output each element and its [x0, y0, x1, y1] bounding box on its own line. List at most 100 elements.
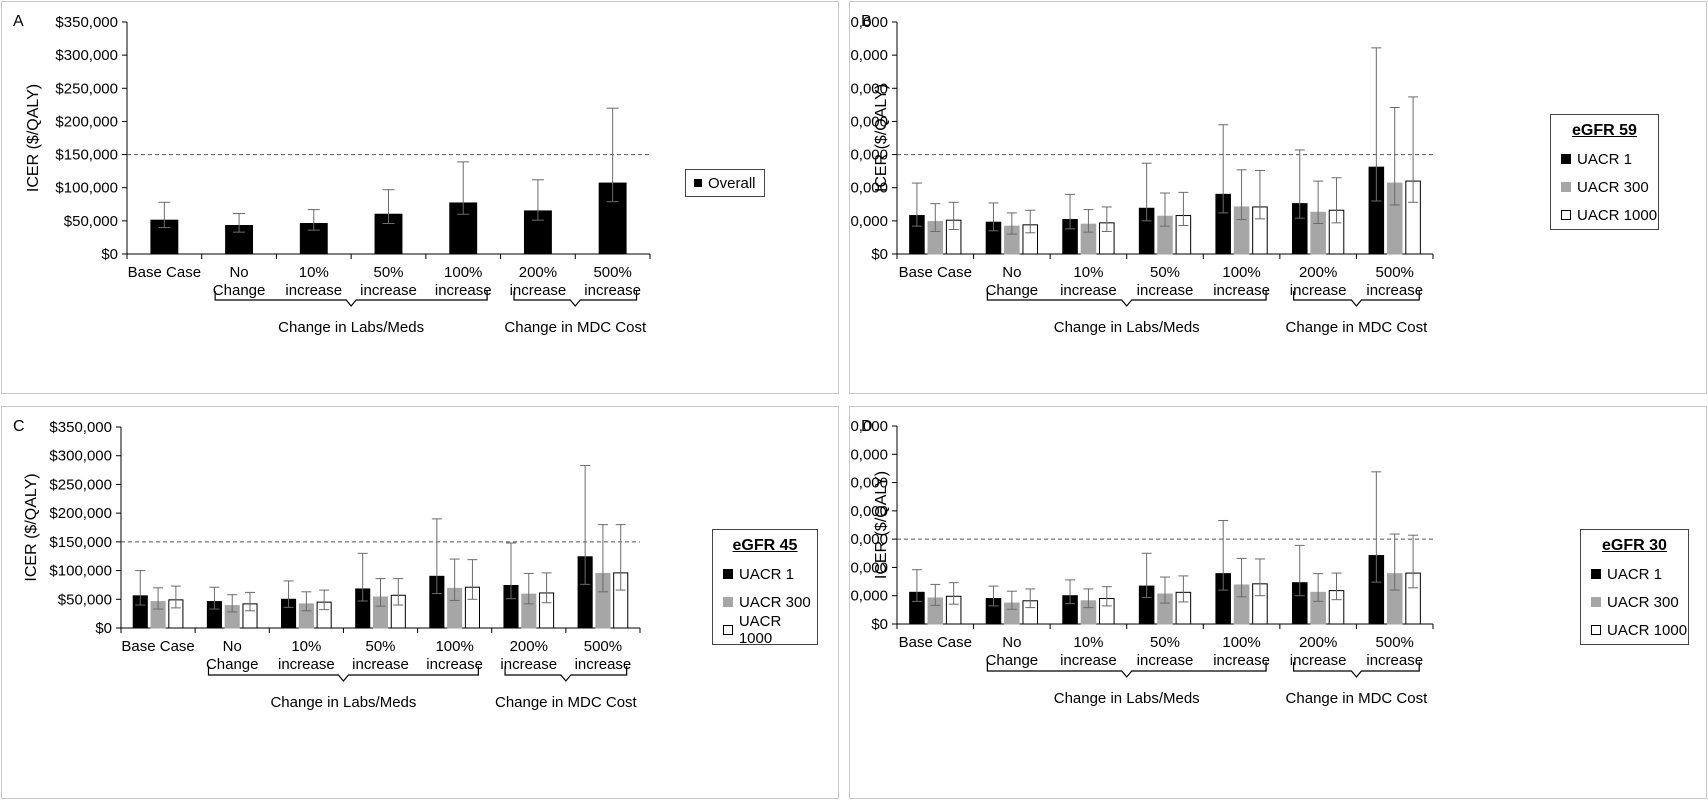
x-tick-label: 500% increase — [1366, 634, 1423, 669]
x-tick-label-line: 100% — [435, 638, 473, 655]
x-tick-label: 500% increase — [575, 638, 632, 673]
legend-swatch-gray — [1591, 597, 1601, 607]
x-tick-label-line: 500% — [593, 264, 631, 281]
x-tick-label: No Change — [206, 638, 259, 673]
y-tick-label: $350,000 — [850, 14, 888, 31]
x-tick-label-line: increase — [285, 282, 342, 299]
y-tick-label: $100,000 — [850, 559, 888, 576]
x-tick-label-line: increase — [435, 282, 492, 299]
x-tick-label-line: increase — [278, 656, 335, 673]
panel-a: A $0 $50,000 $100,000 $150,000 $200,000 $250,… — [1, 1, 839, 394]
x-tick-label-line: 10% — [1073, 264, 1103, 281]
x-tick-label-line: increase — [1060, 282, 1117, 299]
y-tick-label: $50,000 — [850, 213, 888, 230]
y-axis-label: ICER ($/QALY) — [873, 84, 890, 192]
y-tick-label: $150,000 — [55, 147, 118, 164]
x-tick-label: No Change — [213, 264, 266, 299]
y-tick-label: $50,000 — [64, 213, 118, 230]
y-axis-label: ICER ($/QALY) — [25, 84, 42, 192]
x-tick-label: Base Case — [128, 264, 201, 281]
group-label: Change in MDC Cost — [495, 694, 638, 711]
legend-swatch-black — [1591, 569, 1601, 579]
legend-swatch-white — [723, 625, 733, 635]
x-tick-label: 10% increase — [1060, 634, 1117, 669]
x-tick-label-line: 10% — [299, 264, 329, 281]
legend-swatch-gray — [1561, 182, 1571, 192]
legend-swatch-white — [1591, 625, 1601, 635]
legend-label: UACR 300 — [1577, 178, 1649, 196]
x-tick-label-line: increase — [500, 656, 557, 673]
legend-item-uacr-1000: UACR 1000 — [713, 613, 817, 647]
legend-title: eGFR 45 — [732, 537, 798, 554]
x-tick-label: 10% increase — [278, 638, 335, 673]
y-tick-label: $50,000 — [850, 588, 888, 605]
x-tick-label-line: increase — [1137, 282, 1194, 299]
x-tick-label: 200% increase — [510, 264, 567, 299]
y-tick-label: $100,000 — [850, 180, 888, 197]
x-tick-label-line: increase — [360, 282, 417, 299]
y-tick-label: $250,000 — [49, 476, 112, 493]
group-brace — [986, 291, 1267, 307]
x-tick-label-line: No — [223, 638, 242, 655]
x-tick-label-line: 200% — [1299, 634, 1337, 651]
x-tick-label-line: increase — [575, 656, 632, 673]
legend-title: eGFR 59 — [1572, 122, 1637, 139]
x-tick-label-line: 10% — [291, 638, 321, 655]
y-tick-label: $0 — [871, 616, 888, 633]
x-tick-label: 50% increase — [352, 638, 409, 673]
x-tick-label-line: increase — [1213, 652, 1270, 669]
x-tick-label-line: increase — [1060, 652, 1117, 669]
y-tick-label: $300,000 — [55, 47, 118, 64]
group-label: Change in MDC Cost — [504, 319, 647, 336]
x-tick-label-line: No — [229, 264, 248, 281]
x-tick-label-line: 200% — [1299, 264, 1337, 281]
legend-label: Overall — [708, 174, 756, 192]
legend-label: UACR 1 — [739, 565, 795, 583]
legend-item-overall: Overall — [686, 170, 764, 196]
group-brace — [1293, 662, 1420, 678]
legend-swatch-white — [1561, 210, 1571, 220]
x-tick-label-line: increase — [1213, 282, 1270, 299]
x-tick-label: 100% increase — [426, 638, 483, 673]
x-tick-label: 100% increase — [1213, 634, 1270, 669]
x-tick-label-line: increase — [584, 282, 641, 299]
legend-label: UACR 300 — [739, 593, 811, 611]
x-tick-label-line: Change — [206, 656, 259, 673]
panel-letter: C — [13, 418, 25, 435]
y-tick-label: $150,000 — [850, 531, 888, 548]
x-tick-label-line: 500% — [584, 638, 622, 655]
legend-swatch-black — [694, 179, 702, 187]
legend-item-uacr-1: UACR 1 — [1551, 145, 1658, 173]
x-tick-label-line: 200% — [510, 638, 548, 655]
group-brace — [986, 662, 1267, 678]
group-label: Change in Labs/Meds — [1054, 319, 1200, 336]
legend-item-uacr-1000: UACR 1000 — [1581, 616, 1688, 644]
x-tick-label-line: increase — [1366, 282, 1423, 299]
group-brace — [1293, 291, 1420, 307]
chart-c: $0 $50,000 $100,000 $150,000 $200,000 $250,00… — [23, 419, 641, 711]
group-label: Change in Labs/Meds — [1054, 690, 1200, 707]
y-tick-label: $300,000 — [49, 448, 112, 465]
x-tick-label: 500% increase — [1366, 264, 1423, 299]
x-tick-label: Base Case — [121, 638, 194, 655]
y-tick-label: $100,000 — [49, 563, 112, 580]
panel-d: D $0 $50,000 $100,000 $150,000 $200,000 $250,… — [849, 406, 1707, 799]
x-tick-label-line: increase — [426, 656, 483, 673]
legend-item-uacr-300: UACR 300 — [1581, 588, 1688, 616]
x-tick-label: 500% increase — [584, 264, 641, 299]
legend-swatch-black — [723, 569, 733, 579]
x-tick-label-line: increase — [510, 282, 567, 299]
x-tick-label-line: increase — [1290, 652, 1347, 669]
x-tick-label-line: 500% — [1376, 634, 1414, 651]
legend-title: eGFR 30 — [1602, 537, 1667, 554]
y-tick-label: $50,000 — [58, 591, 112, 608]
x-tick-label-line: 200% — [519, 264, 557, 281]
legend-swatch-black — [1561, 154, 1571, 164]
legend-label: UACR 1 — [1607, 565, 1663, 583]
x-tick-label-line: 100% — [444, 264, 482, 281]
legend-label: UACR 1000 — [738, 613, 782, 647]
x-tick-label-line: 50% — [1150, 264, 1180, 281]
x-tick-label: 10% increase — [1060, 264, 1117, 299]
y-tick-label: $250,000 — [850, 80, 888, 97]
x-tick-label: Base Case — [899, 634, 972, 651]
